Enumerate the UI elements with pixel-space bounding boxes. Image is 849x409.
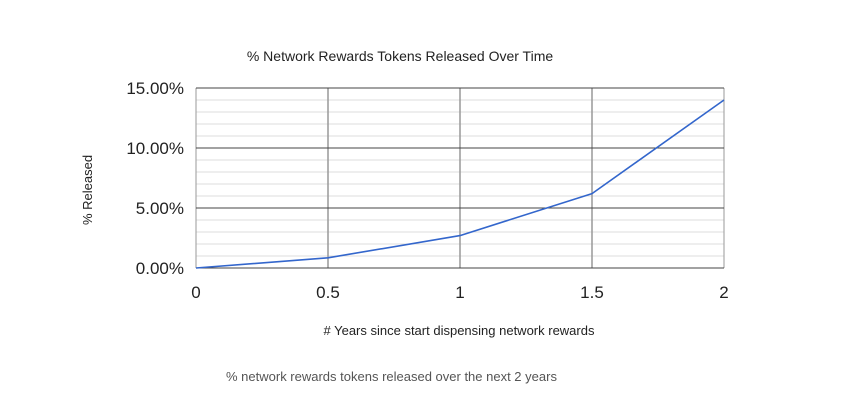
- chart-title: % Network Rewards Tokens Released Over T…: [247, 48, 554, 64]
- x-axis-ticks: 0 0.5 1 1.5 2: [191, 283, 728, 302]
- major-gridlines: [196, 87, 724, 269]
- x-tick-label: 2: [719, 283, 728, 302]
- line-chart: % Network Rewards Tokens Released Over T…: [80, 48, 729, 338]
- chart-caption: % network rewards tokens released over t…: [226, 369, 557, 384]
- y-tick-label: 10.00%: [126, 139, 184, 158]
- series-group: [195, 99, 725, 269]
- x-tick-label: 0: [191, 283, 200, 302]
- y-tick-label: 5.00%: [136, 199, 184, 218]
- x-axis-label: # Years since start dispensing network r…: [324, 323, 595, 338]
- x-tick-label: 1.5: [580, 283, 604, 302]
- y-axis-label: % Released: [80, 155, 95, 225]
- vertical-gridlines: [195, 88, 725, 268]
- series-line: [195, 99, 725, 269]
- x-tick-label: 1: [455, 283, 464, 302]
- y-axis-ticks: 0.00% 5.00% 10.00% 15.00%: [126, 79, 184, 278]
- x-tick-label: 0.5: [316, 283, 340, 302]
- y-tick-label: 15.00%: [126, 79, 184, 98]
- y-tick-label: 0.00%: [136, 259, 184, 278]
